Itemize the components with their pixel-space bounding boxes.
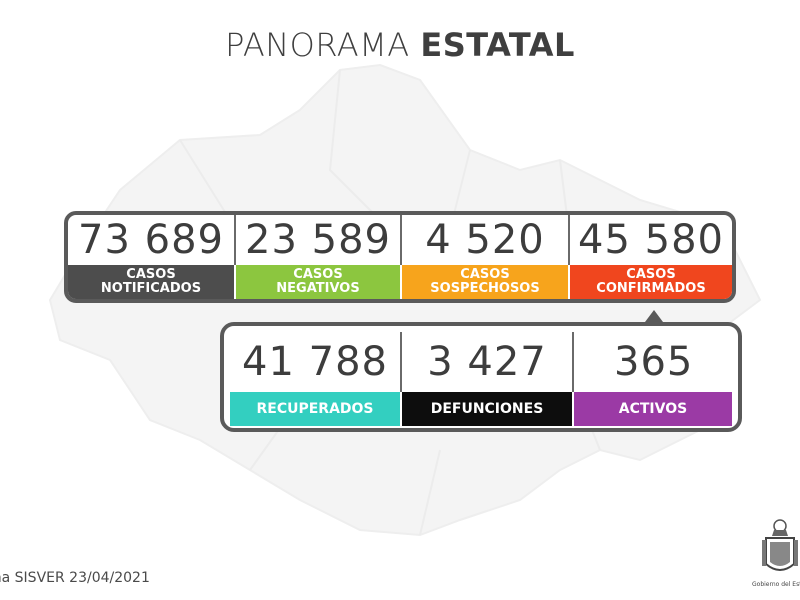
stat-value: 3 427: [427, 339, 547, 385]
divider: [400, 332, 402, 392]
stat-value: 45 580: [578, 217, 724, 263]
stat-defunciones: 3 427 DEFUNCIONES: [402, 332, 572, 426]
divider: [568, 215, 570, 265]
stat-value: 23 589: [245, 217, 391, 263]
stat-confirmados: 45 580 CASOS CONFIRMADOS: [570, 215, 732, 299]
stat-label-line1: CASOS: [293, 267, 343, 282]
stat-value: 365: [614, 339, 694, 385]
state-coat-of-arms-icon: [762, 519, 798, 571]
stat-label: ACTIVOS: [574, 392, 732, 426]
stat-label-line2: NEGATIVOS: [276, 281, 360, 296]
stat-label: RECUPERADOS: [230, 392, 400, 426]
stat-activos: 365 ACTIVOS: [574, 332, 732, 426]
breakdown-card: 41 788 RECUPERADOS 3 427 DEFUNCIONES 365…: [220, 322, 742, 432]
divider: [572, 332, 574, 392]
stat-recuperados: 41 788 RECUPERADOS: [230, 332, 400, 426]
stat-label-line1: CASOS: [126, 267, 176, 282]
stat-label: CASOS NOTIFICADOS: [68, 265, 234, 299]
stat-value: 73 689: [78, 217, 224, 263]
page-title: PANORAMA ESTATAL: [0, 26, 800, 64]
emblem-caption: Gobierno del Esta: [752, 581, 800, 588]
stat-label: CASOS SOSPECHOSOS: [402, 265, 568, 299]
stat-label-line1: CASOS: [460, 267, 510, 282]
divider: [234, 215, 236, 265]
callout-pointer: [645, 310, 663, 322]
title-light: PANORAMA: [225, 26, 410, 64]
stat-notificados: 73 689 CASOS NOTIFICADOS: [68, 215, 234, 299]
source-note: ma SISVER 23/04/2021: [0, 570, 150, 586]
stat-label-line2: SOSPECHOSOS: [430, 281, 540, 296]
summary-card: 73 689 CASOS NOTIFICADOS 23 589 CASOS NEGA…: [64, 211, 736, 303]
stat-label: CASOS CONFIRMADOS: [570, 265, 732, 299]
stat-label: CASOS NEGATIVOS: [236, 265, 400, 299]
stat-label-line1: CASOS: [626, 267, 676, 282]
stat-value: 41 788: [242, 339, 388, 385]
stat-sospechosos: 4 520 CASOS SOSPECHOSOS: [402, 215, 568, 299]
stat-label-line2: NOTIFICADOS: [100, 281, 202, 296]
title-bold: ESTATAL: [420, 26, 575, 64]
stat-label: DEFUNCIONES: [402, 392, 572, 426]
stat-value: 4 520: [425, 217, 545, 263]
divider: [400, 215, 402, 265]
stat-label-line2: CONFIRMADOS: [596, 281, 706, 296]
stat-negativos: 23 589 CASOS NEGATIVOS: [236, 215, 400, 299]
